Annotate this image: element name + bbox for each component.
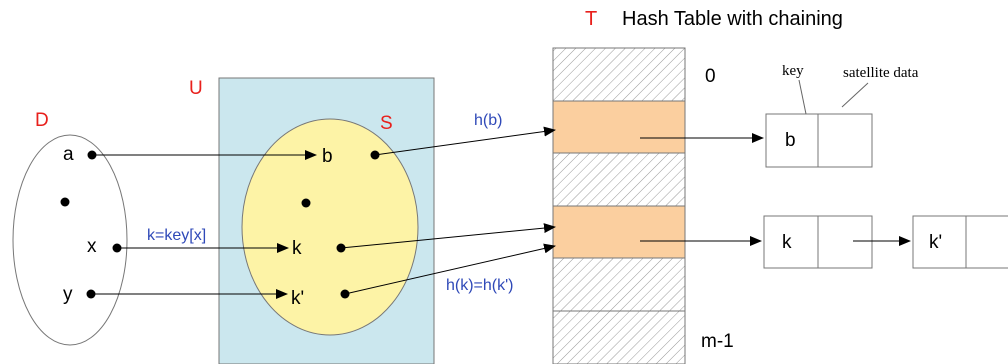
title-text: Hash Table with chaining — [622, 8, 843, 30]
chain2-node1-key-label: k — [782, 232, 792, 253]
chain2-node2-key-label: k' — [929, 232, 942, 253]
chain2-node1-key — [763, 215, 819, 269]
table-slot-0 — [552, 47, 686, 102]
subset-label: S — [380, 113, 393, 134]
domain-label: D — [35, 110, 49, 131]
hash-arrow-k-prime — [344, 243, 556, 295]
hash-arrow-k — [340, 223, 556, 249]
chain2-node2-data — [965, 215, 1008, 269]
universe-label: U — [189, 78, 203, 99]
domain-ellipse — [12, 134, 128, 346]
title-letter: T — [585, 8, 597, 30]
element-x-label: x — [87, 236, 97, 257]
hash-label-b: h(b) — [474, 112, 502, 129]
chain2-node1-data — [817, 215, 873, 269]
key-k-prime-label: k' — [291, 288, 304, 309]
node-satellite-caption: satellite data — [843, 65, 919, 81]
node-key-leader — [798, 79, 807, 115]
unnamed-element-dot — [60, 197, 70, 207]
hash-arrow-b — [374, 126, 556, 156]
table-slot-4 — [552, 257, 686, 312]
chain1-node-key-label: b — [785, 130, 796, 151]
element-a-label: a — [63, 144, 74, 165]
table-slot-k — [552, 205, 686, 259]
unused-key-dot — [301, 198, 311, 208]
table-last-index: m-1 — [701, 331, 734, 352]
element-y-label: y — [63, 284, 73, 305]
subset-ellipse — [241, 118, 419, 336]
table-slot-b — [552, 100, 686, 154]
chain1-node-data — [817, 113, 873, 168]
hash-label-k: h(k)=h(k') — [446, 277, 514, 294]
chain2-node2-key — [912, 215, 967, 269]
chain1-node-key — [765, 113, 819, 168]
mapping-label: k=key[x] — [147, 227, 206, 244]
table-slot-last — [552, 310, 686, 364]
key-b-label: b — [322, 146, 333, 167]
node-satellite-leader — [841, 82, 869, 108]
table-first-index: 0 — [705, 66, 716, 87]
key-k-label: k — [292, 238, 302, 259]
node-key-caption: key — [782, 63, 804, 79]
table-slot-2 — [552, 152, 686, 207]
